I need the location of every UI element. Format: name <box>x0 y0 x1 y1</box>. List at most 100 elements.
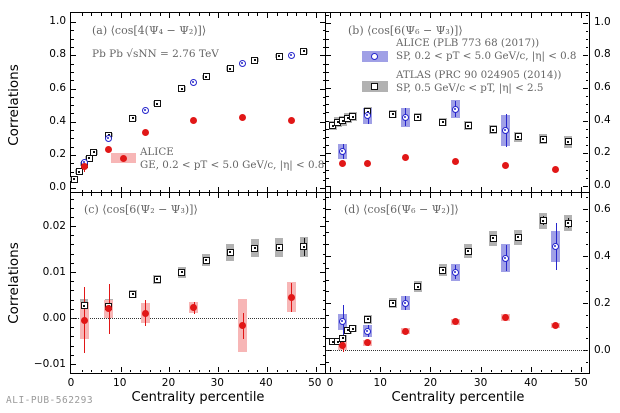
tick-mark <box>71 105 74 107</box>
x-tick-label: 30 <box>210 377 224 389</box>
tick-mark <box>585 79 588 81</box>
tick-mark <box>91 193 93 196</box>
tick-mark <box>430 367 432 372</box>
tick-mark <box>450 369 452 372</box>
tick-mark <box>560 13 562 16</box>
tick-mark <box>71 253 74 255</box>
marker-alice-sp-dot <box>403 115 406 118</box>
tick-mark <box>326 63 329 65</box>
marker-atlas-dot <box>278 246 281 249</box>
legend-b-alice-label: ALICE (PLB 773 68 (2017)) <box>396 37 540 49</box>
marker-atlas <box>70 175 78 183</box>
tick-mark <box>585 71 588 73</box>
y-tick-label: −0.01 <box>33 357 66 370</box>
tick-mark <box>440 13 442 16</box>
tick-mark <box>322 262 325 264</box>
y-tick-label: 0.2 <box>594 146 611 159</box>
marker-atlas <box>439 118 447 126</box>
tick-mark <box>267 13 269 18</box>
marker-atlas <box>334 338 342 346</box>
tick-mark <box>450 13 452 16</box>
tick-mark <box>237 13 239 16</box>
tick-mark <box>460 189 462 192</box>
legend-a-detail: GE, 0.2 < pT < 5.0 GeV/c, |η| < 0.8 <box>140 159 325 171</box>
tick-mark <box>430 193 432 198</box>
marker-atlas-dot <box>567 140 570 143</box>
tick-mark <box>130 189 132 192</box>
tick-mark <box>326 161 329 163</box>
marker-atlas-dot <box>331 124 334 127</box>
marker-atlas <box>178 85 186 93</box>
tick-mark <box>322 327 325 329</box>
tick-mark <box>440 189 442 192</box>
tick-mark <box>326 79 329 81</box>
panel-c-plot-area <box>70 193 327 374</box>
tick-mark <box>480 13 482 18</box>
marker-alice-ge <box>364 339 372 347</box>
tick-mark <box>585 244 588 246</box>
y-tick-label: 0.2 <box>49 147 66 160</box>
tick-mark <box>71 163 74 165</box>
marker-atlas-dot <box>253 247 256 250</box>
marker-alice-ge <box>364 160 372 168</box>
tick-mark <box>81 193 83 196</box>
tick-mark <box>315 193 317 198</box>
marker-atlas-dot <box>180 87 183 90</box>
tick-mark <box>560 189 562 192</box>
tick-mark <box>322 171 325 173</box>
tick-mark <box>120 193 122 198</box>
tick-mark <box>326 96 329 98</box>
marker-alice-sp <box>364 327 372 335</box>
marker-atlas <box>275 52 283 60</box>
tick-mark <box>322 345 325 347</box>
tick-mark <box>169 13 171 18</box>
marker-alice-ge <box>287 293 295 301</box>
legend-b-atlas-marker-icon <box>371 83 378 90</box>
tick-mark <box>189 13 190 16</box>
tick-mark <box>350 13 352 16</box>
tick-mark <box>179 13 181 16</box>
tick-mark <box>81 369 83 372</box>
tick-mark <box>380 193 382 198</box>
tick-mark <box>440 193 442 196</box>
marker-alice-ge <box>401 153 409 161</box>
tick-mark <box>71 235 74 237</box>
tick-mark <box>71 47 74 49</box>
marker-atlas <box>364 315 372 323</box>
marker-atlas <box>226 65 234 73</box>
marker-alice-sp <box>190 79 198 87</box>
tick-mark <box>198 369 200 372</box>
tick-mark <box>71 299 74 301</box>
tick-mark <box>276 193 278 196</box>
tick-mark <box>410 193 412 196</box>
tick-mark <box>101 369 103 372</box>
marker-alice-sp-dot <box>107 136 110 139</box>
marker-alice-sp-dot <box>454 271 457 274</box>
tick-mark <box>326 88 331 89</box>
marker-alice-sp <box>105 134 113 142</box>
tick-mark <box>585 14 588 16</box>
tick-mark <box>583 303 588 304</box>
tick-mark <box>326 185 331 187</box>
tick-mark <box>101 193 103 196</box>
tick-mark <box>218 13 220 18</box>
marker-atlas-dot <box>467 250 470 253</box>
tick-mark <box>350 369 352 372</box>
marker-atlas-dot <box>73 178 76 181</box>
y-tick-label: 0.8 <box>594 48 611 61</box>
tick-mark <box>322 216 325 218</box>
y-tick-label: 0.2 <box>594 297 611 309</box>
tick-mark <box>322 71 325 73</box>
tick-mark <box>322 105 325 107</box>
tick-mark <box>237 369 239 372</box>
marker-atlas <box>464 122 472 129</box>
tick-mark <box>322 30 325 32</box>
marker-atlas <box>202 256 210 264</box>
tick-mark <box>326 291 329 293</box>
tick-mark <box>390 193 392 196</box>
tick-mark <box>179 189 181 192</box>
tick-mark <box>520 369 522 372</box>
tick-mark <box>440 369 442 372</box>
tick-mark <box>101 189 103 192</box>
marker-atlas-dot <box>567 222 570 225</box>
